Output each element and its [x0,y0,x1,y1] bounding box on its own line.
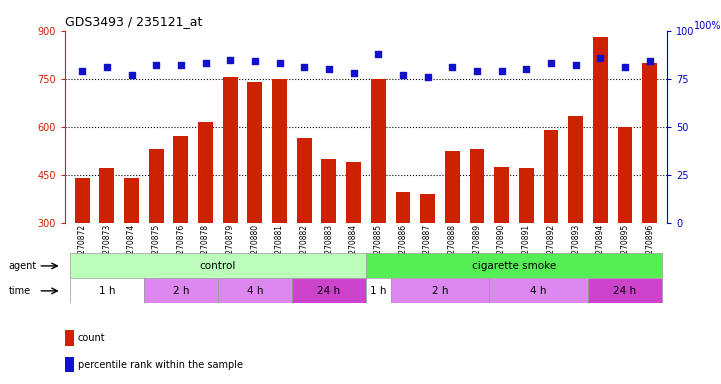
Bar [223,77,238,319]
Point [323,66,335,72]
Point [274,60,286,66]
Bar [174,136,188,319]
Bar [420,194,435,319]
Point [545,60,557,66]
Point [595,55,606,61]
Point [200,60,211,66]
Point [76,68,88,74]
Bar [494,167,509,319]
Bar [544,130,558,319]
Point [249,58,261,65]
Bar [346,162,361,319]
Point [373,51,384,57]
Text: 4 h: 4 h [247,286,263,296]
Text: count: count [78,333,105,343]
Bar [149,149,164,319]
Point [570,62,581,68]
Point [619,64,631,70]
Text: GDS3493 / 235121_at: GDS3493 / 235121_at [65,15,203,28]
Bar [519,168,534,319]
Bar [198,122,213,319]
Bar [593,37,608,319]
Point [175,62,187,68]
Text: 2 h: 2 h [432,286,448,296]
Bar [247,82,262,319]
Text: percentile rank within the sample: percentile rank within the sample [78,360,243,370]
Bar [371,79,386,319]
Text: time: time [9,286,31,296]
Bar [99,168,114,319]
Bar [292,278,366,303]
Point [644,58,655,65]
Bar [469,149,485,319]
Bar [391,278,490,303]
Bar [124,178,139,319]
Text: 4 h: 4 h [531,286,547,296]
Point [298,64,310,70]
Bar [218,278,292,303]
Point [397,72,409,78]
Text: agent: agent [9,261,37,271]
Point [446,64,458,70]
Point [471,68,482,74]
Text: cigarette smoke: cigarette smoke [472,261,556,271]
Text: 1 h: 1 h [99,286,115,296]
Text: 24 h: 24 h [317,286,340,296]
Point [348,70,359,76]
Bar [396,192,410,319]
Text: 24 h: 24 h [614,286,637,296]
Bar [70,278,144,303]
Point [151,62,162,68]
Point [224,56,236,63]
Point [496,68,508,74]
Bar [144,278,218,303]
Point [125,72,137,78]
Bar [366,253,662,278]
Bar [568,116,583,319]
Bar [642,63,657,319]
Bar [297,138,311,319]
Bar [272,79,287,319]
Text: 2 h: 2 h [172,286,189,296]
Bar [588,278,662,303]
Bar [490,278,588,303]
Text: control: control [200,261,236,271]
Bar [618,127,632,319]
Text: 100%: 100% [694,21,721,31]
Bar [366,278,391,303]
Bar [75,178,89,319]
Bar [70,253,366,278]
Point [521,66,532,72]
Point [101,64,112,70]
Bar [322,159,336,319]
Text: 1 h: 1 h [370,286,386,296]
Point [422,74,433,80]
Bar [445,151,460,319]
